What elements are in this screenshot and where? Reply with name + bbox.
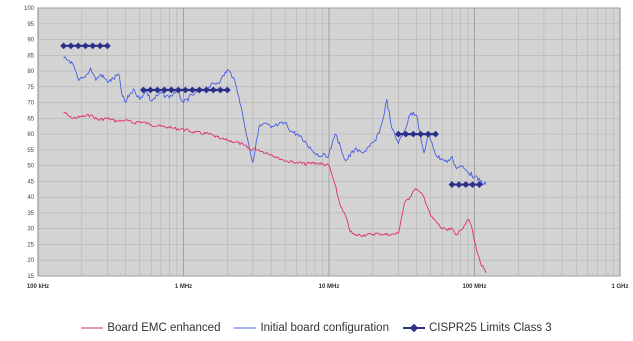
y-tick-label: 30 (27, 227, 34, 233)
y-tick-label: 20 (27, 258, 34, 264)
y-tick-label: 15 (27, 274, 34, 280)
y-tick-label: 100 (24, 6, 35, 12)
limit-marker (424, 130, 432, 138)
legend-swatch (402, 323, 425, 333)
limit-marker (154, 86, 161, 94)
limit-marker (82, 42, 89, 50)
y-tick-label: 95 (27, 22, 34, 28)
y-tick-label: 45 (27, 179, 34, 185)
legend-item-board-emc-enhanced: Board EMC enhanced (81, 322, 220, 334)
x-tick-label: 100 kHz (27, 284, 49, 290)
y-tick-label: 90 (27, 38, 34, 44)
series-layer (63, 56, 487, 273)
y-tick-label: 65 (27, 116, 34, 122)
limit-marker (402, 130, 410, 138)
limit-marker (160, 86, 168, 94)
limit-marker (202, 86, 210, 94)
y-tick-label: 80 (27, 69, 34, 75)
limit-marker (417, 130, 425, 138)
x-axis-ticks: 100 kHz 1 MHz 10 MHz 100 MHz 1 GHz (27, 284, 629, 290)
y-axis-ticks: 15 20 25 30 35 40 45 50 55 60 65 70 75 80 85 90 95 100 (24, 6, 35, 280)
legend-item-cispr25-limits-class-3: CISPR25 Limits Class 3 (402, 322, 552, 334)
legend-item-initial-board-configuration: Initial board configuration (234, 322, 389, 334)
limit-marker (395, 130, 402, 138)
legend: Board EMC enhanced Initial board configu… (0, 320, 633, 336)
limit-marker (188, 86, 196, 94)
limit-marker (167, 86, 175, 94)
legend-label: CISPR25 Limits Class 3 (428, 322, 552, 334)
y-tick-label: 75 (27, 85, 34, 91)
limit-marker (140, 86, 147, 94)
x-tick-label: 10 MHz (319, 284, 340, 290)
limit-marker (195, 86, 203, 94)
legend-swatch (234, 327, 257, 329)
y-tick-label: 40 (27, 195, 34, 201)
y-tick-label: 25 (27, 242, 34, 248)
series-line-initial-board-configuration (63, 56, 487, 186)
legend-label: Board EMC enhanced (107, 322, 221, 334)
limit-marker (67, 42, 75, 50)
series-line-board-emc-enhanced (63, 111, 487, 273)
y-tick-label: 50 (27, 164, 34, 170)
y-tick-label: 85 (27, 53, 34, 59)
limit-marker (216, 86, 224, 94)
y-tick-label: 60 (27, 132, 34, 138)
limit-marker (455, 181, 463, 188)
chart-svg: 15 20 25 30 35 40 45 50 55 60 65 70 75 80 85 90 95 100 10… (24, 6, 629, 290)
legend-label: Initial board configuration (260, 322, 389, 334)
limit-marker (448, 181, 456, 188)
y-tick-label: 35 (27, 211, 34, 217)
limit-marker (181, 86, 189, 94)
y-tick-label: 70 (27, 101, 34, 107)
limit-marker (147, 86, 154, 94)
limit-marker (469, 181, 476, 188)
limit-layer (60, 42, 483, 188)
y-tick-label: 55 (27, 148, 34, 154)
x-tick-label: 1 GHz (611, 284, 628, 290)
x-tick-label: 1 MHz (175, 284, 192, 290)
limit-marker (174, 86, 182, 94)
legend-swatch (81, 327, 104, 329)
x-tick-label: 100 MHz (462, 284, 486, 290)
